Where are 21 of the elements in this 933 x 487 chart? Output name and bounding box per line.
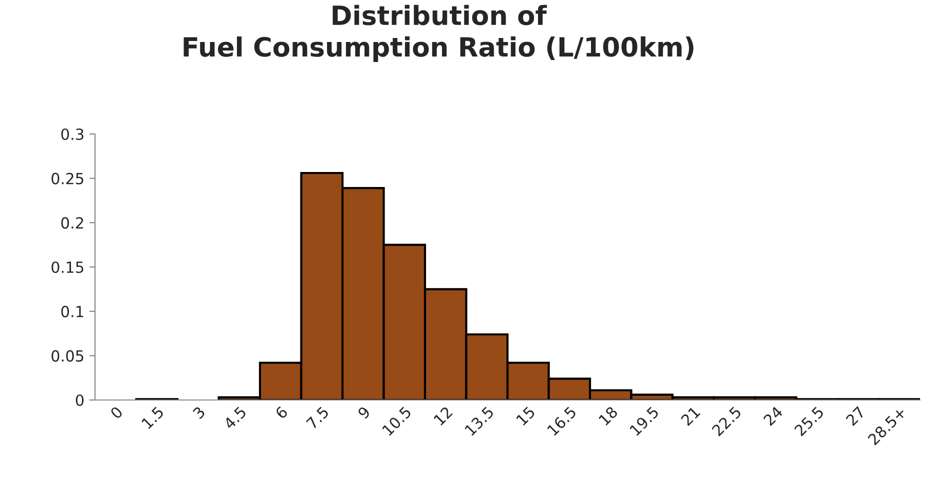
x-tick-label: 6 bbox=[274, 406, 288, 420]
x-tick-label: 0 bbox=[110, 406, 124, 420]
x-tick-label: 7.5 bbox=[306, 406, 330, 430]
y-tick-label: 0.05 bbox=[52, 350, 84, 362]
y-tick-label: 0.15 bbox=[52, 261, 84, 274]
x-tick-label: 15 bbox=[516, 406, 536, 426]
y-tick-label: 0.2 bbox=[61, 217, 84, 229]
x-tick-label: 12 bbox=[433, 406, 453, 426]
x-tick-label: 3 bbox=[192, 406, 206, 420]
x-tick-label: 4.5 bbox=[223, 406, 247, 430]
y-tick-label: 0.1 bbox=[61, 306, 84, 318]
y-tick-label: 0 bbox=[76, 394, 84, 406]
x-tick-label: 27 bbox=[845, 406, 866, 426]
x-tick-label: 24 bbox=[762, 406, 784, 426]
y-tick-label: 0.25 bbox=[52, 172, 84, 184]
x-tick-label: 18 bbox=[598, 406, 618, 426]
x-tick-label: 9 bbox=[357, 406, 371, 420]
chart-title: Distribution of Fuel Consumption Ratio (L/100km) bbox=[184, 4, 694, 62]
x-tick-label: 21 bbox=[680, 406, 700, 426]
y-tick-label: 0.3 bbox=[61, 128, 84, 140]
x-tick-label: 1.5 bbox=[141, 406, 164, 430]
